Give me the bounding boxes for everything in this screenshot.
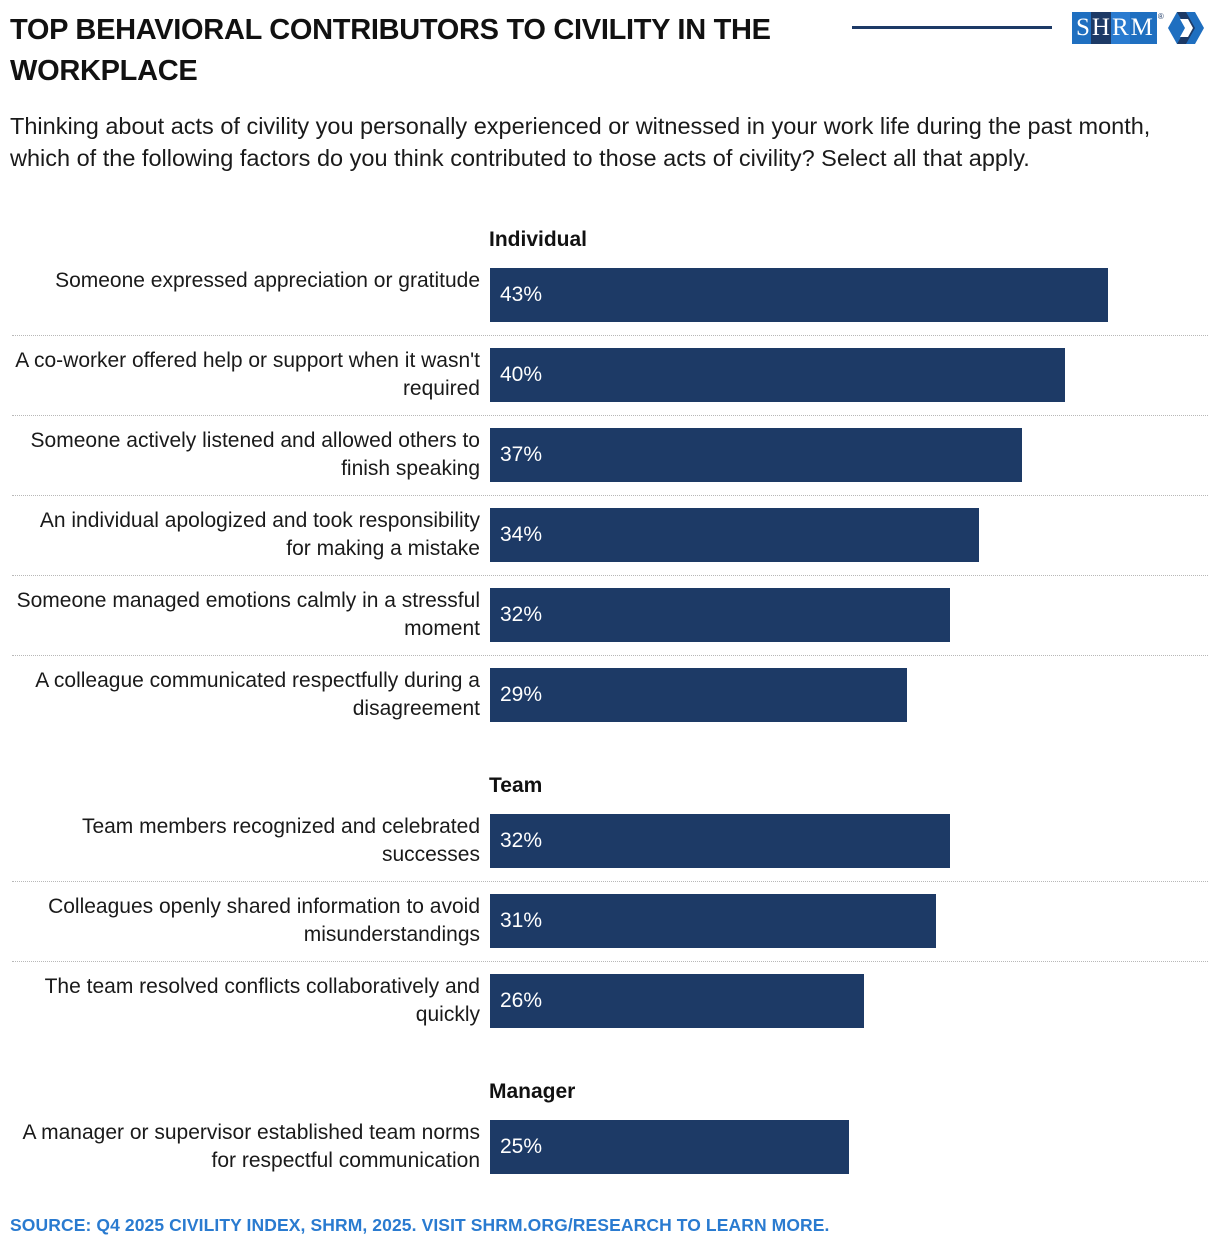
bar-value-label: 25%: [500, 1135, 543, 1158]
logo-letter-m: M: [1129, 12, 1157, 44]
logo-letter-s: S: [1072, 12, 1091, 44]
category-label: The team resolved conflicts collaborativ…: [44, 975, 480, 1026]
bar: 32%: [490, 814, 950, 868]
bar: 37%: [490, 428, 1022, 482]
title-rule: [852, 26, 1052, 29]
shrm-logo: S H R M ®: [1072, 12, 1204, 44]
row-divider: [12, 655, 1208, 656]
row-divider: [12, 415, 1208, 416]
section-label-team: Team: [489, 774, 543, 797]
category-label: Someone actively listened and allowed ot…: [30, 429, 480, 480]
bar: 34%: [490, 508, 979, 562]
bar-value-label: 32%: [500, 603, 543, 626]
category-label: Colleagues openly shared information to …: [48, 895, 480, 946]
bar-value-label: 26%: [500, 989, 543, 1012]
bar-value-label: 29%: [500, 683, 543, 706]
bar: 40%: [490, 348, 1065, 402]
bar: 26%: [490, 974, 864, 1028]
bar: 25%: [490, 1120, 849, 1174]
category-label: Someone managed emotions calmly in a str…: [16, 589, 480, 640]
logo-wordmark: S H R M: [1072, 12, 1157, 44]
bar-value-label: 43%: [500, 283, 543, 306]
row-divider: [12, 881, 1208, 882]
bar-value-label: 31%: [500, 909, 543, 932]
hexagon-arrow-icon: [1167, 12, 1204, 44]
logo-letter-r: R: [1110, 12, 1130, 44]
bar-value-label: 40%: [500, 363, 543, 386]
section-label-manager: Manager: [489, 1080, 576, 1103]
bar-value-label: 34%: [500, 523, 543, 546]
row-divider: [12, 495, 1208, 496]
row-divider: [12, 961, 1208, 962]
bar: 32%: [490, 588, 950, 642]
row-divider: [12, 335, 1208, 336]
section-label-individual: Individual: [489, 228, 588, 251]
category-label: Team members recognized and celebrated s…: [81, 815, 480, 866]
bar-value-label: 32%: [500, 829, 543, 852]
chart-subtitle: Thinking about acts of civility you pers…: [10, 113, 1151, 171]
row-divider: [12, 575, 1208, 576]
category-label: A manager or supervisor established team…: [22, 1121, 480, 1172]
logo-letter-h: H: [1090, 12, 1111, 44]
category-label: Someone expressed appreciation or gratit…: [55, 269, 480, 292]
chart-title: TOP BEHAVIORAL CONTRIBUTORS TO CIVILITY …: [10, 14, 771, 87]
bar-value-label: 37%: [500, 443, 543, 466]
category-label: A co-worker offered help or support when…: [15, 349, 480, 400]
bar: 29%: [490, 668, 907, 722]
bar: 31%: [490, 894, 936, 948]
category-label: An individual apologized and took respon…: [39, 509, 480, 560]
bar: 43%: [490, 268, 1108, 322]
source-note: SOURCE: Q4 2025 CIVILITY INDEX, SHRM, 20…: [10, 1215, 830, 1235]
registered-mark: ®: [1157, 12, 1164, 21]
category-label: A colleague communicated respectfully du…: [35, 669, 480, 720]
